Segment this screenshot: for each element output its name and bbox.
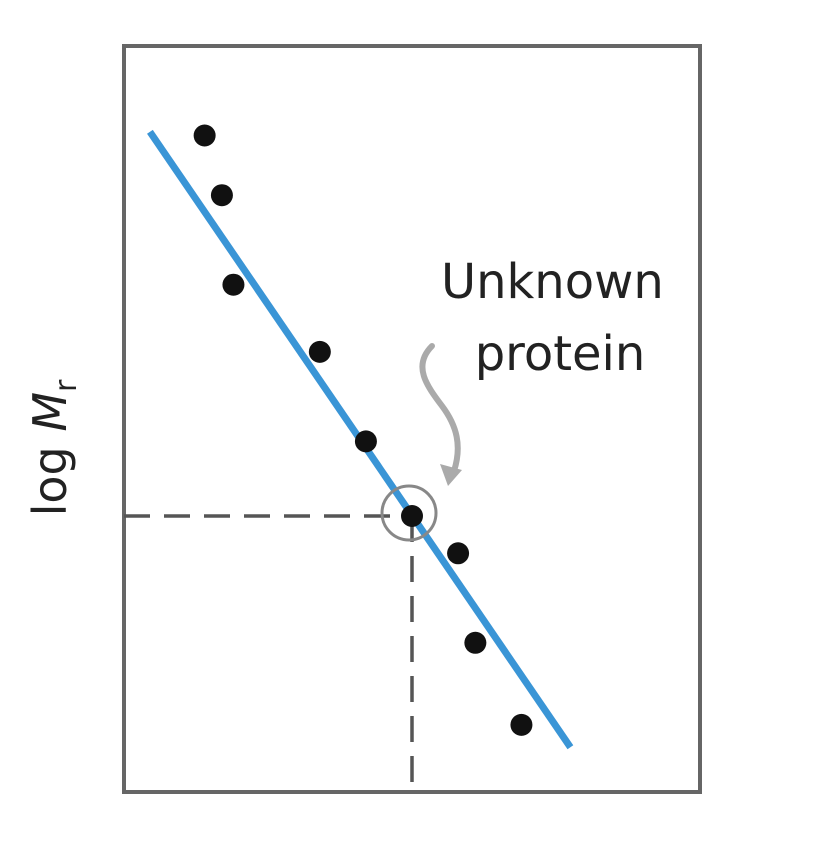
plot-frame xyxy=(122,44,702,794)
data-points xyxy=(193,124,533,736)
data-point xyxy=(464,631,487,654)
data-point xyxy=(447,542,470,565)
data-point xyxy=(510,713,533,736)
y-axis-label-subscript: r xyxy=(49,379,84,392)
annotation-arrow xyxy=(419,342,461,474)
y-axis-label-prefix: log xyxy=(23,432,77,517)
annotation-label: Unknown protein xyxy=(441,254,679,382)
data-point xyxy=(210,184,233,207)
y-axis-label-symbol: M xyxy=(23,392,77,432)
data-point xyxy=(222,273,245,296)
guide-lines xyxy=(124,514,414,792)
annotation-line-1: Unknown xyxy=(441,254,664,310)
data-point xyxy=(193,124,216,147)
unknown-protein-circle xyxy=(380,484,438,542)
y-axis-label: log Mr xyxy=(23,379,84,516)
annotation-arrowhead xyxy=(440,463,462,486)
data-point xyxy=(354,430,377,453)
data-point-unknown xyxy=(401,504,423,527)
data-point xyxy=(308,340,331,363)
annotation-line-2: protein xyxy=(475,326,646,382)
